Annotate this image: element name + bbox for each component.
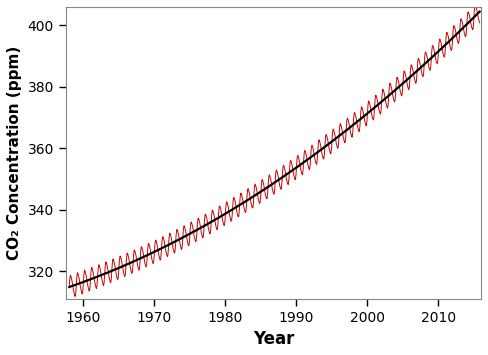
X-axis label: Year: Year — [253, 330, 294, 348]
Y-axis label: CO₂ Concentration (ppm): CO₂ Concentration (ppm) — [7, 46, 22, 260]
